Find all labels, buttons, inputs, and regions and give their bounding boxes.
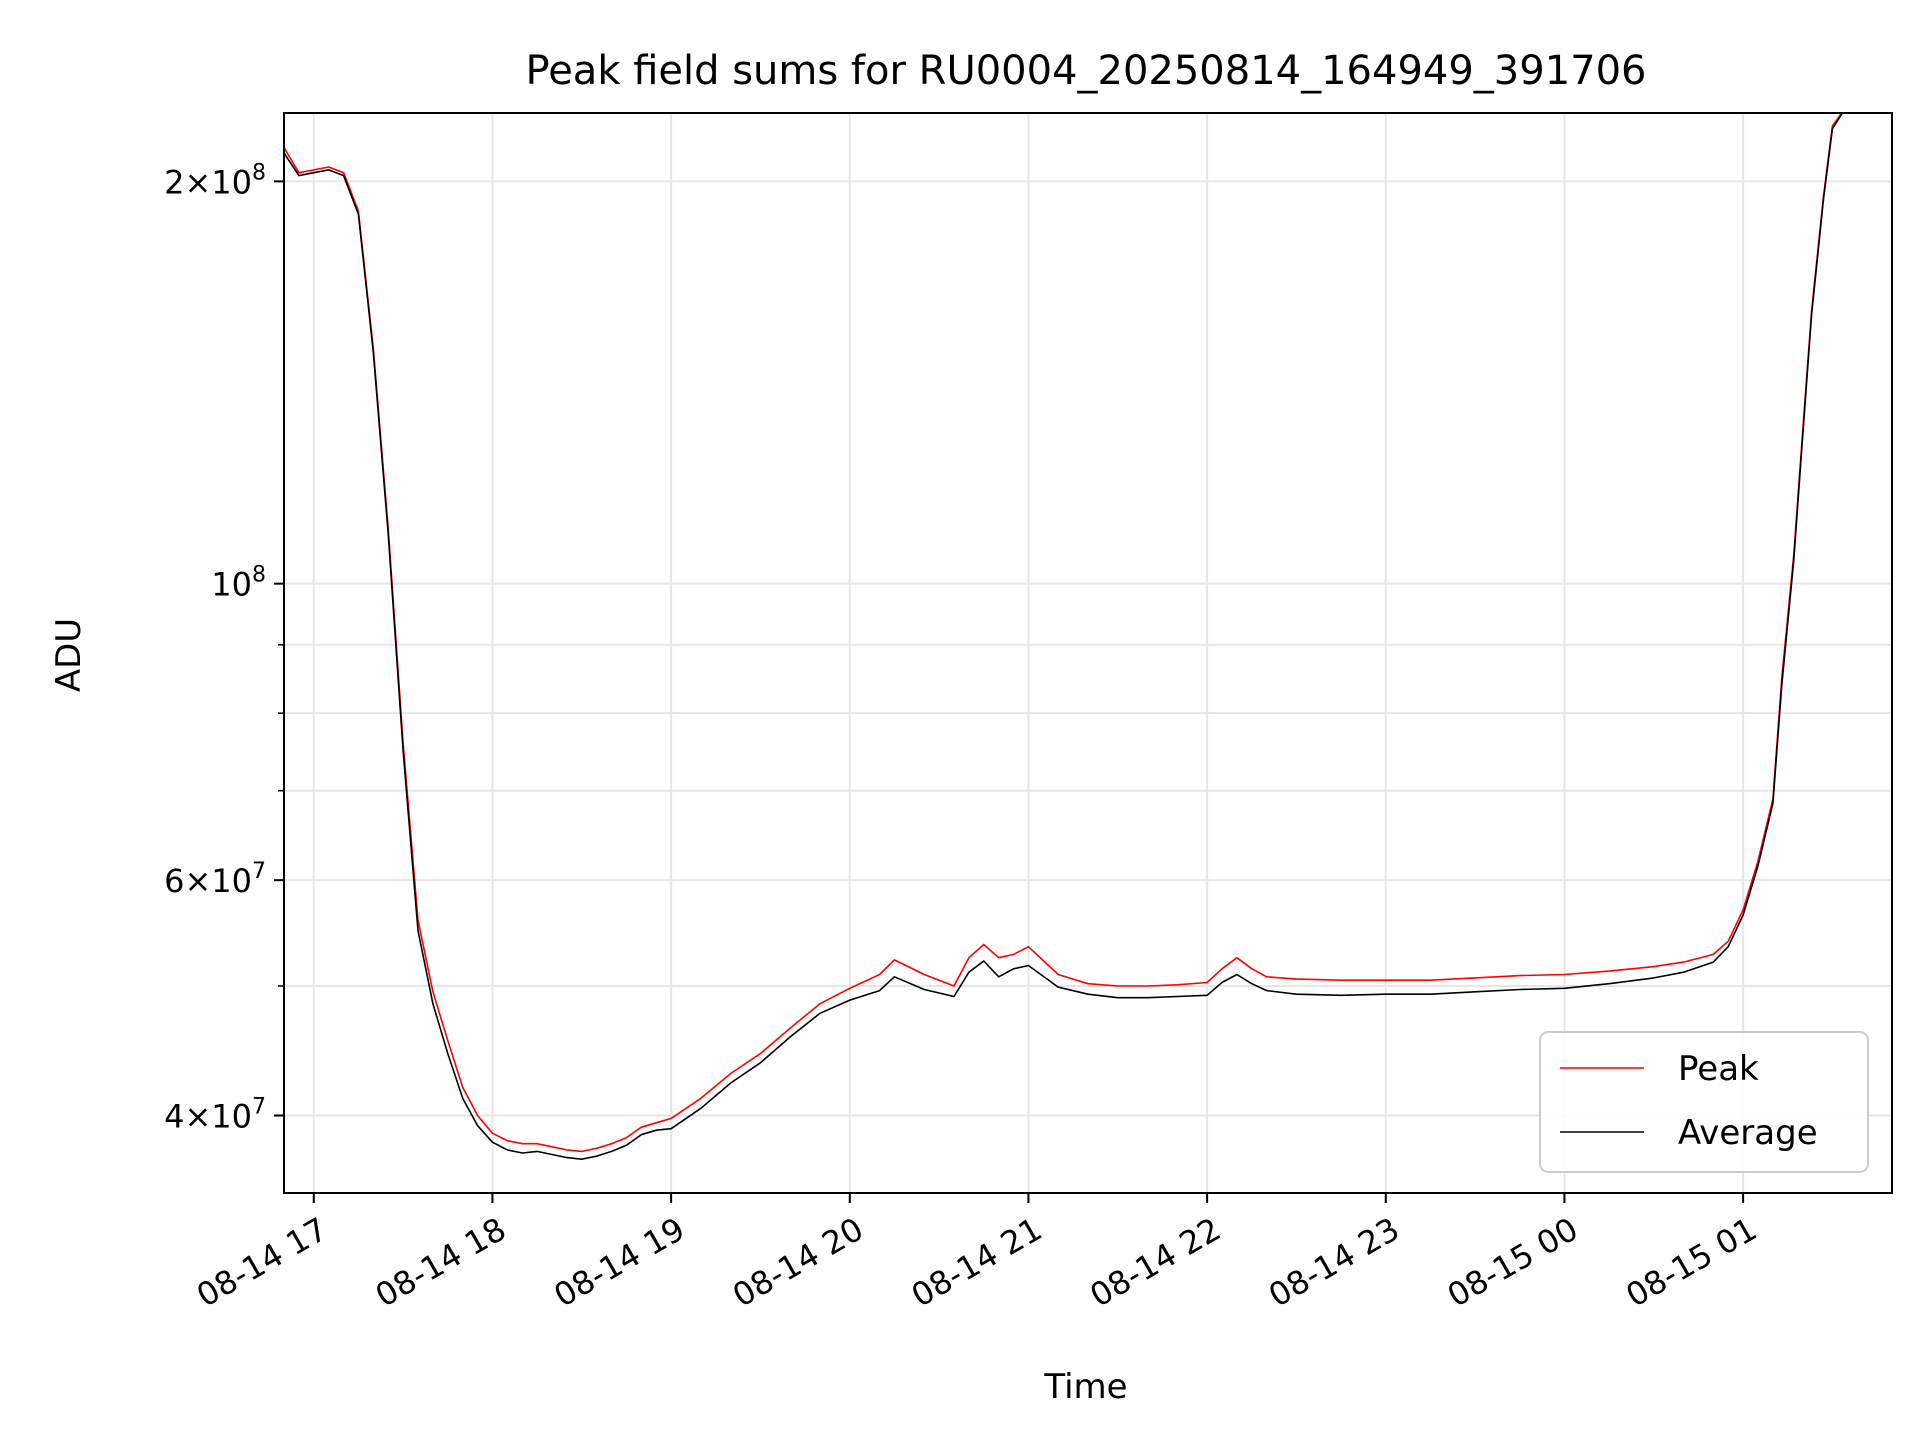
series-layer: [284, 113, 1844, 1160]
legend-label-peak: Peak: [1678, 1049, 1759, 1089]
y-tick-mantissa: 2×10: [164, 163, 252, 201]
y-tick-mantissa: 10: [211, 566, 252, 604]
y-tick-exponent: 8: [252, 160, 266, 185]
plot-frame: [283, 112, 1893, 1194]
grid: [284, 113, 1892, 1193]
y-tick-label: 6×107: [164, 859, 266, 900]
y-tick-label: 2×108: [164, 160, 266, 201]
y-tick-mantissa: 4×10: [164, 1097, 252, 1135]
y-tick-label: 108: [211, 563, 266, 604]
y-tick-label: 4×107: [164, 1094, 266, 1135]
y-tick-exponent: 7: [252, 859, 266, 884]
chart-title: Peak field sums for RU0004_20250814_1649…: [526, 48, 1647, 94]
legend-label-average: Average: [1678, 1113, 1818, 1153]
legend: Peak Average: [1539, 1031, 1869, 1173]
y-tick-exponent: 7: [252, 1094, 266, 1119]
series-line-peak: [284, 113, 1843, 1153]
legend-box: [1539, 1031, 1869, 1173]
y-axis-label: ADU: [49, 618, 89, 692]
series-line-average: [284, 113, 1844, 1160]
y-tick-mantissa: 6×10: [164, 862, 252, 900]
y-tick-exponent: 8: [252, 563, 266, 588]
x-axis-label: Time: [1043, 1367, 1127, 1407]
